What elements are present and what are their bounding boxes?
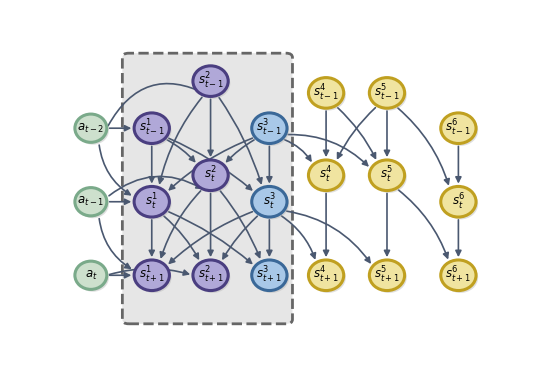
Ellipse shape: [134, 260, 170, 291]
Text: $s^2_t$: $s^2_t$: [204, 165, 217, 185]
Text: $s^2_{t+1}$: $s^2_{t+1}$: [198, 265, 223, 285]
Ellipse shape: [77, 264, 109, 292]
Ellipse shape: [134, 186, 170, 217]
Ellipse shape: [308, 260, 344, 291]
Ellipse shape: [136, 262, 171, 293]
Text: $s^4_{t-1}$: $s^4_{t-1}$: [313, 83, 339, 103]
Text: $a_{t-1}$: $a_{t-1}$: [78, 195, 105, 208]
Ellipse shape: [193, 66, 228, 96]
Text: $s^3_{t+1}$: $s^3_{t+1}$: [256, 265, 282, 285]
Text: $s^4_{t+1}$: $s^4_{t+1}$: [313, 265, 339, 285]
Text: $s^3_t$: $s^3_t$: [263, 192, 276, 212]
Ellipse shape: [136, 115, 171, 146]
Ellipse shape: [134, 113, 170, 144]
Ellipse shape: [251, 113, 287, 144]
Text: $s^3_{t-1}$: $s^3_{t-1}$: [256, 118, 282, 138]
Ellipse shape: [251, 260, 287, 291]
FancyBboxPatch shape: [122, 53, 293, 324]
Ellipse shape: [77, 117, 109, 145]
Ellipse shape: [443, 189, 478, 219]
Ellipse shape: [311, 80, 346, 110]
Text: $a_{t-2}$: $a_{t-2}$: [78, 121, 104, 135]
Ellipse shape: [441, 113, 476, 144]
Ellipse shape: [77, 190, 109, 218]
Ellipse shape: [75, 114, 107, 142]
Text: $s^5_{t-1}$: $s^5_{t-1}$: [374, 83, 400, 103]
Ellipse shape: [371, 80, 406, 110]
Ellipse shape: [195, 262, 230, 293]
Ellipse shape: [308, 78, 344, 108]
Ellipse shape: [371, 162, 406, 193]
Text: $s^5_t$: $s^5_t$: [380, 165, 393, 185]
Ellipse shape: [136, 189, 171, 219]
Ellipse shape: [195, 162, 230, 193]
Ellipse shape: [251, 186, 287, 217]
Ellipse shape: [193, 160, 228, 191]
Ellipse shape: [254, 262, 289, 293]
Ellipse shape: [369, 160, 405, 191]
Text: $s^1_{t+1}$: $s^1_{t+1}$: [139, 265, 165, 285]
Ellipse shape: [311, 162, 346, 193]
Text: $s^6_{t+1}$: $s^6_{t+1}$: [446, 265, 472, 285]
Text: $s^4_t$: $s^4_t$: [319, 165, 333, 185]
Ellipse shape: [75, 188, 107, 216]
Ellipse shape: [369, 260, 405, 291]
Ellipse shape: [254, 189, 289, 219]
Text: $s^2_{t-1}$: $s^2_{t-1}$: [198, 71, 223, 91]
Text: $a_t$: $a_t$: [85, 269, 97, 282]
Ellipse shape: [308, 160, 344, 191]
Ellipse shape: [443, 262, 478, 293]
Ellipse shape: [443, 115, 478, 146]
Ellipse shape: [75, 261, 107, 290]
Ellipse shape: [371, 262, 406, 293]
Ellipse shape: [441, 186, 476, 217]
Ellipse shape: [369, 78, 405, 108]
Ellipse shape: [254, 115, 289, 146]
Ellipse shape: [195, 68, 230, 99]
Ellipse shape: [441, 260, 476, 291]
Text: $s^1_t$: $s^1_t$: [145, 192, 158, 212]
Text: $s^1_{t-1}$: $s^1_{t-1}$: [139, 118, 165, 138]
Text: $s^6_t$: $s^6_t$: [451, 192, 465, 212]
Ellipse shape: [193, 260, 228, 291]
Ellipse shape: [311, 262, 346, 293]
Text: $s^5_{t+1}$: $s^5_{t+1}$: [374, 265, 400, 285]
Text: $s^6_{t-1}$: $s^6_{t-1}$: [446, 118, 472, 138]
